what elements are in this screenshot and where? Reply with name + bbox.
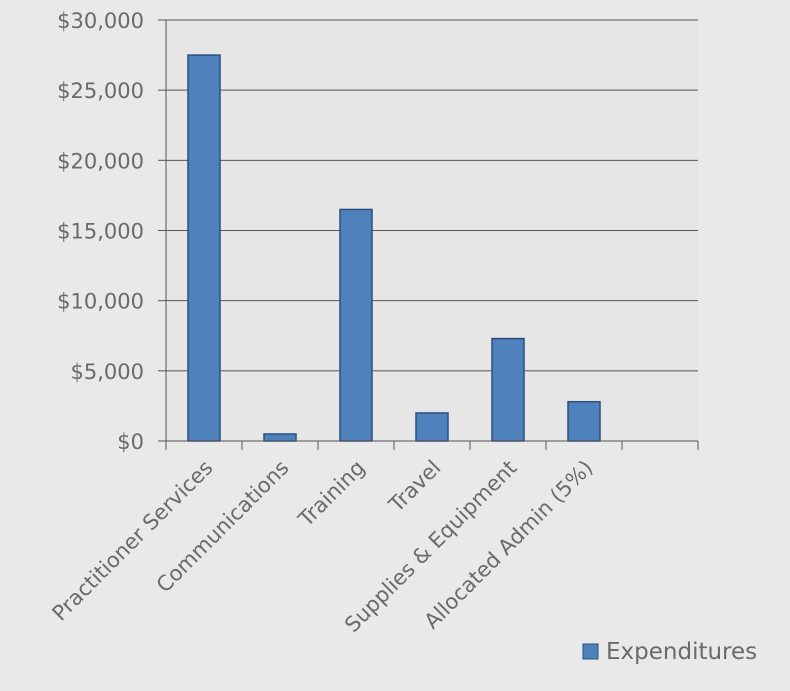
y-tick-label: $20,000 xyxy=(57,149,144,173)
y-axis-tick-labels: $0 $5,000 $10,000 $15,000 $20,000 $25,000 $30,… xyxy=(57,9,144,454)
legend-swatch xyxy=(582,643,599,660)
y-tick-label: $15,000 xyxy=(57,220,144,244)
bar xyxy=(187,54,221,442)
legend-label: Expenditures xyxy=(606,639,757,665)
bar xyxy=(415,412,449,442)
y-tick-label: $0 xyxy=(117,430,144,454)
y-tick-label: $5,000 xyxy=(71,360,144,384)
gridlines xyxy=(158,19,698,442)
bar xyxy=(339,208,373,442)
bar xyxy=(567,400,601,442)
x-tick-label: Training xyxy=(293,456,369,532)
y-tick-label: $10,000 xyxy=(57,290,144,314)
axes xyxy=(165,20,699,450)
x-tick-label: Travel xyxy=(384,456,446,518)
bar xyxy=(263,433,297,442)
y-tick-label: $25,000 xyxy=(57,79,144,103)
y-tick-label: $30,000 xyxy=(57,9,144,33)
legend: Expenditures xyxy=(582,639,757,665)
bar xyxy=(491,337,525,442)
x-tick-label: Communications xyxy=(152,456,294,598)
bars xyxy=(187,54,601,442)
